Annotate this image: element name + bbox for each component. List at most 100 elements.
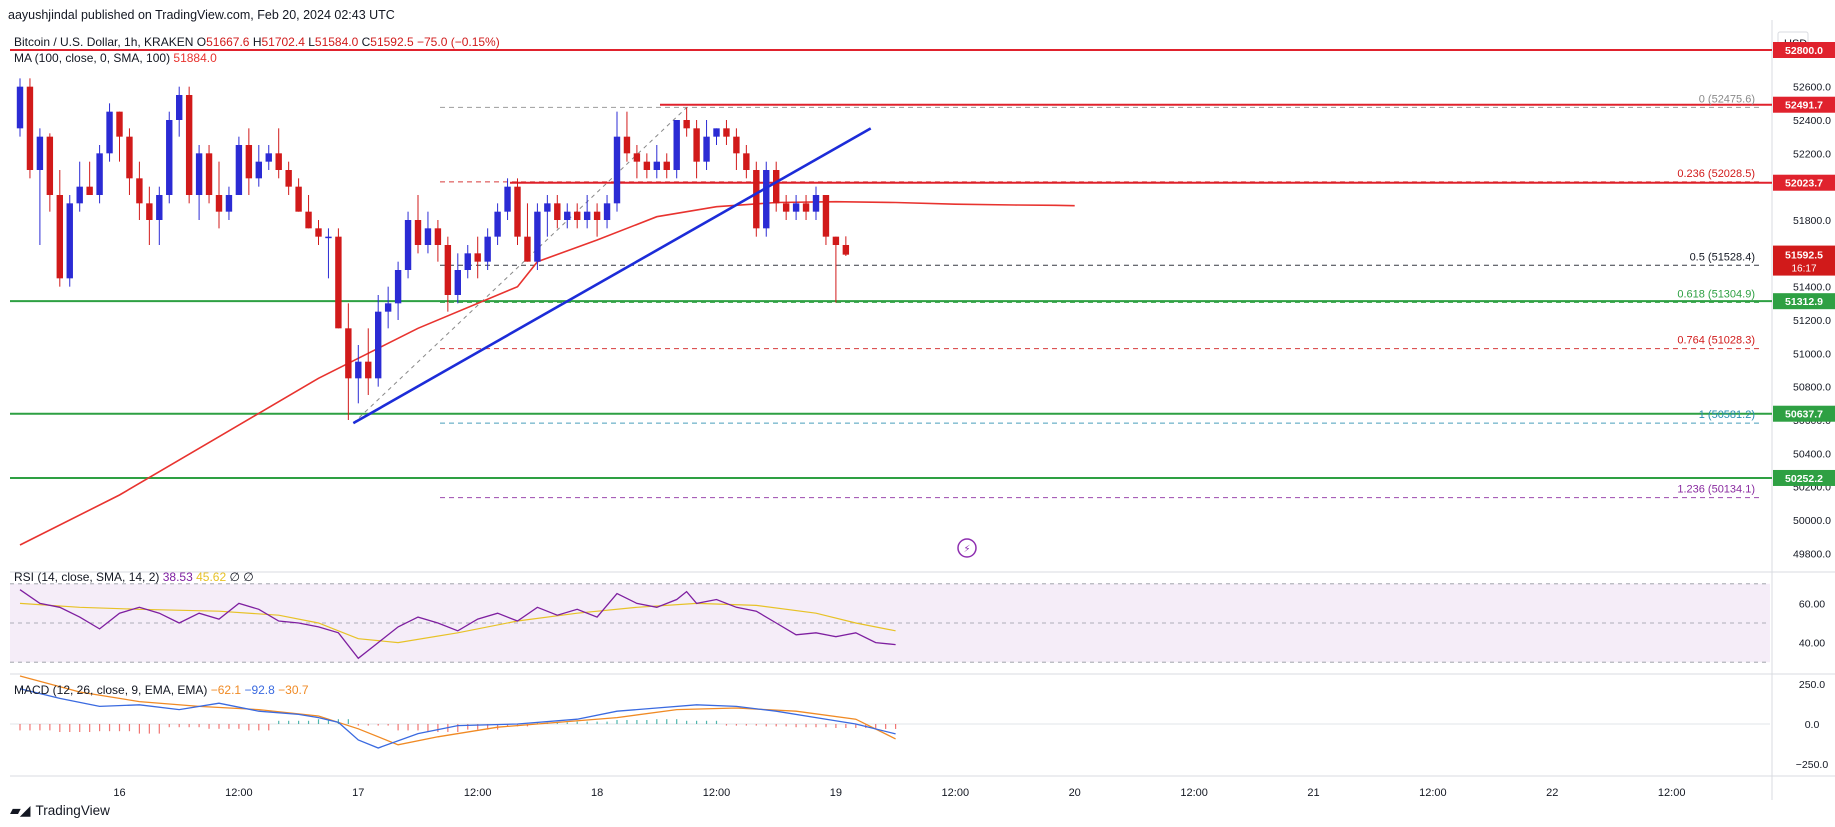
candle-up — [384, 303, 392, 312]
rsi-sma-legend-value: 45.62 — [196, 570, 229, 584]
ma-100-line — [19, 200, 1075, 546]
candle-up — [763, 170, 770, 229]
candle-down — [593, 211, 601, 220]
rsi-line — [19, 589, 896, 660]
bullish-trendline — [352, 127, 872, 425]
rsi-legend: RSI (14, close, SMA, 14, 2) 38.53 45.62 … — [14, 570, 254, 584]
hist-legend-value: −30.7 — [278, 683, 309, 697]
candle-up — [176, 95, 183, 120]
fib-level-label: 1.236 (50134.1) — [1677, 484, 1755, 496]
ma-legend: MA (100, close, 0, SMA, 100) 51884.0 — [14, 51, 217, 65]
price-change: −75.0 (−0.15%) — [417, 35, 500, 49]
time-tick-label: 18 — [591, 787, 603, 799]
candle-up — [255, 161, 262, 179]
candle-up — [265, 153, 272, 162]
candle-down — [275, 153, 282, 170]
candle-down — [46, 136, 54, 195]
candle-down — [285, 170, 292, 187]
price-tick-label: 51200.0 — [1793, 315, 1831, 327]
time-tick-label: 19 — [830, 787, 842, 799]
candle-down — [116, 111, 123, 137]
last-price-tag — [1773, 245, 1835, 276]
ohlc-label: L — [308, 35, 315, 49]
rsi-sma-line — [19, 602, 896, 644]
published-line: aayushjindal published on TradingView.co… — [8, 8, 395, 22]
candle-up — [494, 211, 501, 237]
fib-level-label: 1 (50581.2) — [1699, 409, 1755, 421]
resistance-price-tag — [1773, 174, 1835, 191]
candle-down — [802, 203, 810, 212]
resistance-price-tag — [1773, 96, 1835, 113]
ohlc-label: H — [253, 35, 262, 49]
macd-line — [19, 688, 896, 749]
candle-down — [365, 361, 372, 379]
support-price-tag — [1773, 405, 1835, 422]
candle-down — [185, 95, 193, 195]
last-price-label: 51592.5 — [1785, 250, 1823, 262]
rsi-tick-label: 40.00 — [1799, 638, 1825, 650]
support-price-tag — [1773, 469, 1835, 486]
candle-up — [583, 211, 591, 220]
price-tick-label: 50800.0 — [1793, 382, 1831, 394]
candle-up — [355, 361, 362, 379]
resistance-price-tag-label: 52800.0 — [1785, 45, 1823, 57]
candle-down — [743, 153, 750, 170]
candle-up — [404, 220, 412, 270]
fib-level-label: 0.764 (51028.3) — [1677, 335, 1755, 347]
candle-down — [693, 128, 700, 162]
fib-level-label: 0 (52475.6) — [1699, 93, 1755, 105]
high-value: 51702.4 — [261, 35, 308, 49]
candle-down — [345, 328, 352, 379]
price-tick-label: 52200.0 — [1793, 148, 1831, 160]
candle-up — [613, 136, 621, 204]
price-tick-label: 51400.0 — [1793, 282, 1831, 294]
candle-down — [305, 211, 312, 229]
event-flash-icon[interactable] — [957, 538, 977, 558]
candle-up — [504, 186, 511, 212]
fib-level-label: 0.618 (51304.9) — [1677, 289, 1755, 301]
symbol-name: Bitcoin / U.S. Dollar, 1h, KRAKEN — [14, 35, 197, 49]
candle-down — [414, 220, 422, 245]
price-tick-label: 51000.0 — [1793, 348, 1831, 360]
tradingview-logo-text: TradingView — [35, 803, 110, 818]
candle-up — [235, 145, 243, 195]
candle-down — [335, 236, 342, 329]
candle-up — [156, 195, 163, 220]
candle-up — [703, 136, 710, 162]
event-flash-glyph: ⚡ — [963, 544, 970, 555]
open-value: 51667.6 — [206, 35, 253, 49]
candle-up — [603, 203, 611, 220]
candle-down — [683, 120, 690, 129]
candle-up — [36, 136, 44, 170]
candle-up — [464, 253, 471, 270]
candle-down — [623, 136, 631, 154]
macd-tick-label: 0.0 — [1805, 719, 1820, 731]
candle-down — [753, 170, 760, 229]
candle-up — [454, 270, 461, 295]
tradingview-logo[interactable]: ▰◢ TradingView — [10, 802, 110, 819]
candle-down — [643, 161, 651, 170]
support-price-tag — [1773, 293, 1835, 310]
price-tick-label: 50000.0 — [1793, 515, 1831, 527]
price-tick-label: 50400.0 — [1793, 448, 1831, 460]
candle-down — [822, 195, 830, 237]
candle-down — [126, 136, 133, 179]
candle-down — [733, 136, 740, 154]
candle-down — [136, 178, 143, 204]
signal-legend-value: −92.8 — [244, 683, 278, 697]
rsi-tick-label: 60.00 — [1799, 598, 1825, 610]
time-tick-label: 12:00 — [464, 787, 492, 799]
candle-down — [574, 211, 581, 220]
candle-down — [663, 161, 670, 170]
resistance-price-tag-label: 52491.7 — [1785, 100, 1823, 112]
candle-up — [106, 111, 113, 154]
price-tick-label: 52600.0 — [1793, 82, 1831, 94]
candle-up — [424, 228, 432, 245]
candle-down — [146, 203, 153, 220]
close-value: 51592.5 — [370, 35, 417, 49]
candle-up — [325, 236, 332, 239]
candle-down — [215, 195, 223, 212]
candle-up — [375, 311, 382, 379]
chart-canvas[interactable]: USD52600.052400.052200.052000.051800.051… — [0, 0, 1835, 800]
candle-up — [394, 270, 402, 304]
